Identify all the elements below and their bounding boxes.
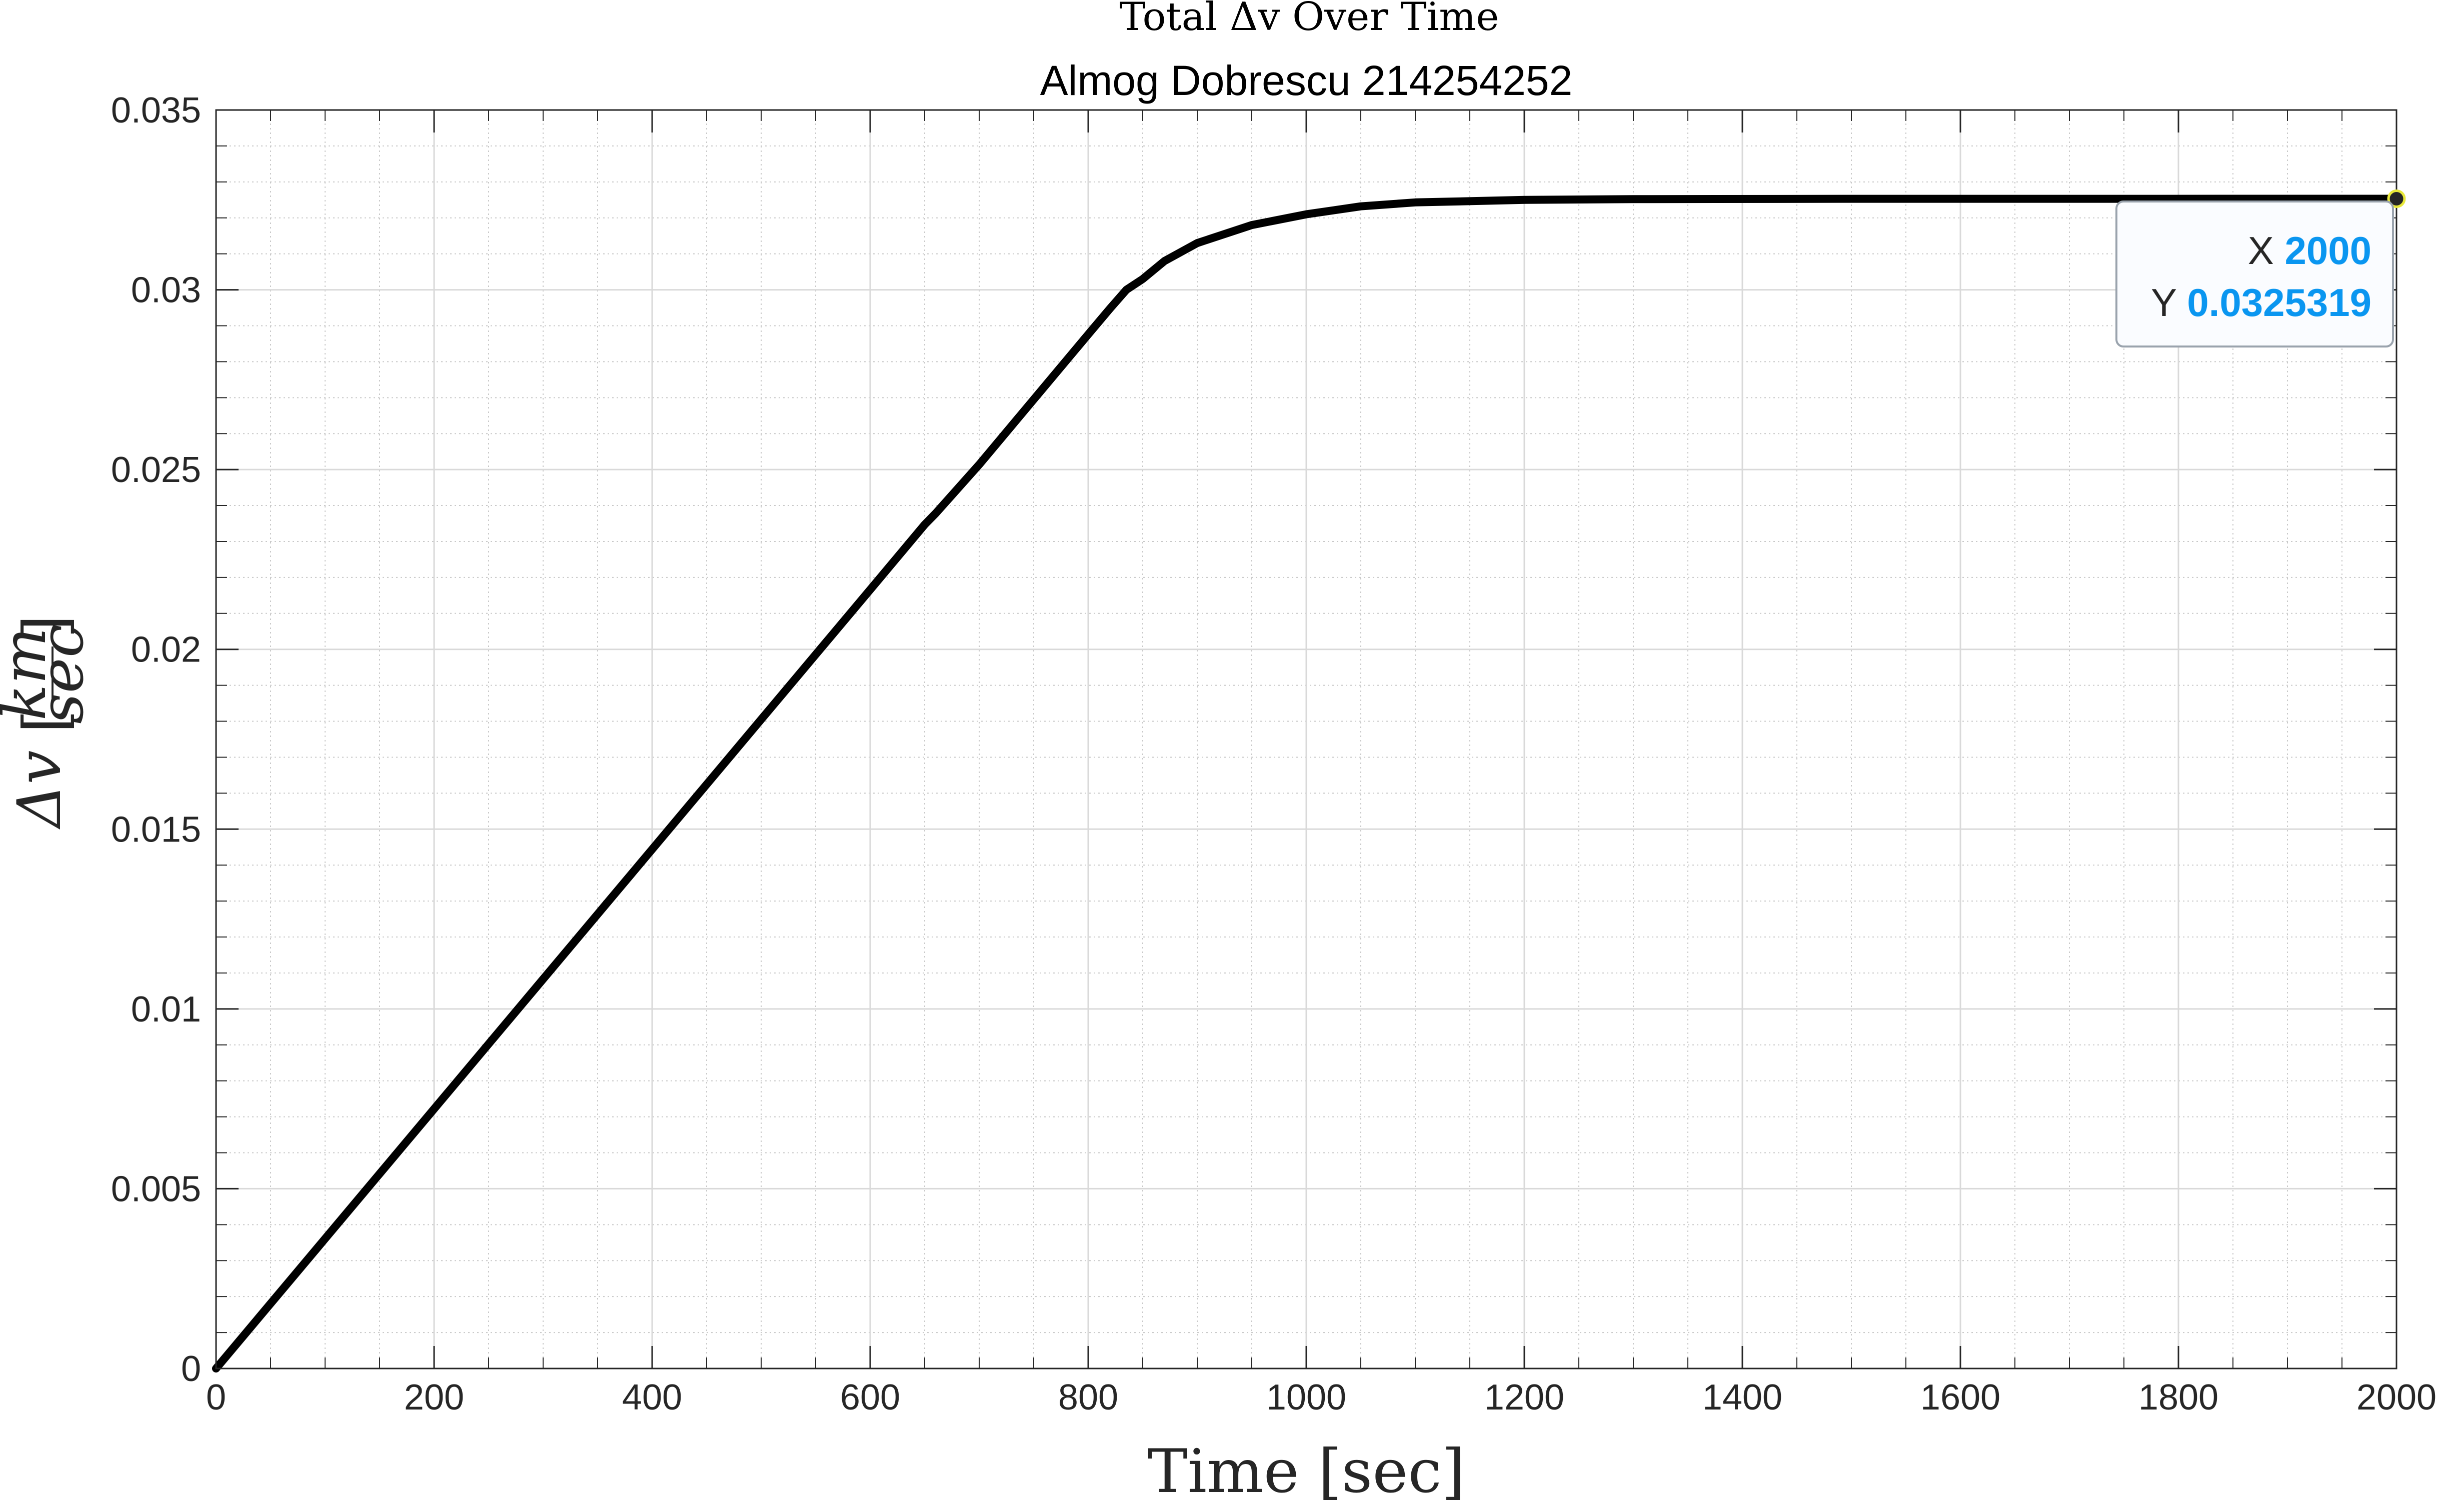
x-tick-label: 1400 [1702,1378,1782,1418]
x-tick-label: 400 [622,1378,682,1418]
y-axis-label-open-bracket: [ [11,710,81,734]
y-tick-label: 0.025 [111,450,201,490]
datatip-box [2115,200,2394,348]
y-tick-label: 0.03 [131,270,201,310]
series-line [212,194,2400,1372]
chart-subtitle: Almog Dobrescu 214254252 [1040,57,1573,104]
datatip-marker[interactable] [2387,189,2406,208]
chart-title: Total Δv Over Time [1119,0,1499,40]
x-tick-label: 1000 [1266,1378,1346,1418]
y-tick-label: 0.005 [111,1169,201,1209]
y-axis-label-symbol: Δv [5,750,75,830]
x-tick-label: 1600 [1920,1378,2000,1418]
datatip-x-key: X [2248,228,2274,272]
y-tick-label: 0.02 [131,630,201,670]
y-tick-label: 0.015 [111,810,201,850]
datatip-y-row: Y 0.0325319 [2151,280,2371,324]
x-tick-label: 800 [1058,1378,1118,1418]
datatip[interactable]: X 2000 Y 0.0325319 [2115,200,2394,348]
x-tick-label: 200 [404,1378,464,1418]
y-axis-label-unit-denominator: sec [28,624,97,724]
series-layer [212,194,2400,1372]
y-axis-label: Δv [ km sec ] [0,615,97,830]
x-tick-labels: 0 200 400 600 800 1000 1200 1400 1600 1800 2000 [206,1378,2436,1418]
x-tick-label: 2000 [2356,1378,2436,1418]
plot-area[interactable] [212,109,2400,1372]
y-tick-label: 0 [181,1349,201,1389]
y-tick-label: 0.035 [111,90,201,130]
x-tick-label: 600 [840,1378,900,1418]
datatip-x-row: X 2000 [2248,228,2371,272]
tick-marks [215,109,2397,1370]
datatip-x-value: 2000 [2284,228,2371,272]
x-tick-label: 1800 [2138,1378,2218,1418]
datatip-y-key: Y [2151,280,2176,324]
x-tick-label: 0 [206,1378,226,1418]
x-axis-label: Time [sec] [1148,1437,1465,1506]
datatip-y-value: 0.0325319 [2187,280,2371,324]
y-axis-label-unit-numerator: km [0,628,60,721]
y-axis-label-close-bracket: ] [11,615,81,638]
x-tick-label: 1200 [1484,1378,1564,1418]
y-tick-labels: 0 0.005 0.01 0.015 0.02 0.025 0.03 0.035 [111,90,201,1389]
y-tick-label: 0.01 [131,990,201,1030]
